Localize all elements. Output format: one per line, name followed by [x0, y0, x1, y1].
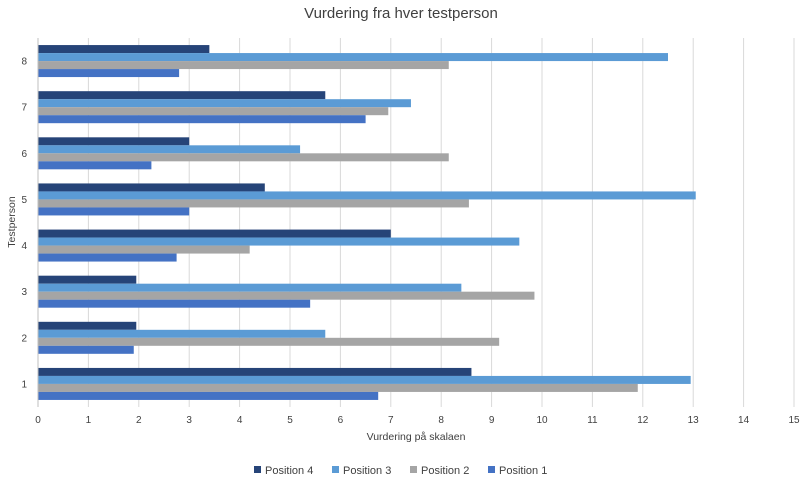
x-tick-label: 2 — [136, 415, 142, 426]
legend-swatch-position-3 — [332, 466, 339, 473]
bar-position-4-testperson-7 — [38, 91, 326, 100]
bar-position-3-testperson-6 — [38, 145, 301, 154]
bar-position-1-testperson-8 — [38, 69, 180, 78]
x-tick-label: 13 — [688, 415, 700, 426]
bar-position-1-testperson-4 — [38, 253, 177, 262]
bar-position-3-testperson-7 — [38, 99, 411, 108]
y-tick-label: 6 — [21, 149, 27, 160]
y-axis-label: Testperson — [6, 196, 18, 248]
x-tick-label: 14 — [738, 415, 750, 426]
x-tick-label: 10 — [536, 415, 548, 426]
bar-position-2-testperson-3 — [38, 291, 535, 300]
bar-position-2-testperson-1 — [38, 383, 638, 392]
bar-position-2-testperson-5 — [38, 199, 469, 208]
y-tick-label: 2 — [21, 333, 27, 344]
bar-position-4-testperson-2 — [38, 321, 137, 330]
bar-position-4-testperson-4 — [38, 229, 391, 238]
legend-label-position-2: Position 2 — [421, 465, 469, 477]
bar-position-4-testperson-3 — [38, 275, 137, 284]
bar-position-3-testperson-4 — [38, 237, 520, 246]
legend-swatch-position-2 — [410, 466, 417, 473]
x-tick-label: 5 — [287, 415, 293, 426]
x-tick-label: 0 — [35, 415, 41, 426]
legend: Position 4 Position 3 Position 2 Position 1 — [254, 465, 547, 477]
x-tick-label: 15 — [788, 415, 800, 426]
bar-position-1-testperson-5 — [38, 207, 190, 216]
bar-position-3-testperson-8 — [38, 53, 668, 62]
bar-position-1-testperson-3 — [38, 299, 311, 308]
bar-position-4-testperson-1 — [38, 367, 472, 376]
bar-position-1-testperson-7 — [38, 115, 366, 124]
x-tick-label: 1 — [86, 415, 92, 426]
bar-position-2-testperson-4 — [38, 245, 250, 254]
x-tick-label: 12 — [637, 415, 649, 426]
bar-position-4-testperson-5 — [38, 183, 265, 192]
x-tick-label: 7 — [388, 415, 394, 426]
x-axis-label: Vurdering på skalaen — [367, 431, 466, 443]
y-tick-label: 5 — [21, 195, 27, 206]
legend-swatch-position-1 — [488, 466, 495, 473]
x-tick-labels: 0 1 2 3 4 5 6 7 8 9 10 11 12 13 14 15 — [35, 415, 800, 426]
bar-position-2-testperson-2 — [38, 337, 500, 346]
bar-position-2-testperson-7 — [38, 107, 389, 116]
y-tick-label: 7 — [21, 103, 27, 114]
bar-group — [38, 45, 696, 400]
legend-swatch-position-4 — [254, 466, 261, 473]
x-tick-label: 11 — [587, 415, 598, 426]
bar-position-2-testperson-6 — [38, 153, 449, 162]
y-tick-label: 8 — [21, 57, 27, 68]
bar-position-2-testperson-8 — [38, 61, 449, 70]
x-tick-label: 8 — [438, 415, 444, 426]
bar-position-3-testperson-1 — [38, 375, 691, 384]
x-tick-label: 6 — [338, 415, 344, 426]
chart-title: Vurdering fra hver testperson — [304, 5, 498, 22]
y-tick-labels: 1 2 3 4 5 6 7 8 — [21, 57, 27, 391]
bar-position-4-testperson-8 — [38, 45, 210, 54]
bar-position-3-testperson-3 — [38, 283, 462, 292]
bar-position-4-testperson-6 — [38, 137, 190, 146]
bar-position-3-testperson-5 — [38, 191, 696, 200]
x-tick-label: 9 — [489, 415, 495, 426]
legend-label-position-3: Position 3 — [343, 465, 391, 477]
x-tick-label: 4 — [237, 415, 243, 426]
legend-label-position-4: Position 4 — [265, 465, 313, 477]
bar-position-1-testperson-2 — [38, 345, 134, 354]
y-tick-label: 3 — [21, 287, 27, 298]
legend-label-position-1: Position 1 — [499, 465, 547, 477]
x-tick-label: 3 — [186, 415, 192, 426]
bar-position-3-testperson-2 — [38, 329, 326, 338]
bar-position-1-testperson-1 — [38, 391, 379, 400]
y-tick-label: 4 — [21, 241, 27, 252]
y-tick-label: 1 — [21, 379, 27, 390]
bar-position-1-testperson-6 — [38, 161, 152, 170]
